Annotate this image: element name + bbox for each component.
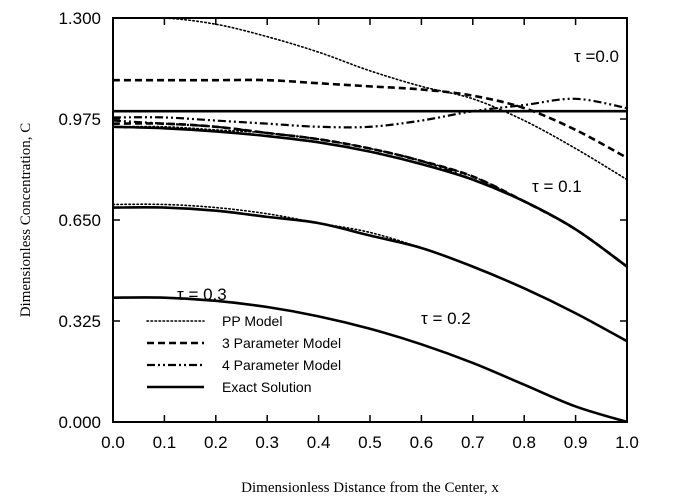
x-tick-label: 0.5 <box>358 433 382 452</box>
series-line-4-parameter-model-tau-0-1 <box>113 119 627 268</box>
y-tick-label: 0.975 <box>58 110 101 129</box>
x-tick-label: 0.0 <box>101 433 125 452</box>
x-tick-label: 0.2 <box>204 433 228 452</box>
series-line-exact-solution-tau-0-2 <box>113 206 627 343</box>
legend: PP Model 3 Parameter Model 4 Parameter Mod… <box>146 313 341 395</box>
x-tick-label: 0.7 <box>461 433 485 452</box>
series-line-pp-model-tau-0-1 <box>113 125 627 268</box>
series-line-3-parameter-model-tau-0-0 <box>113 78 627 159</box>
x-tick-label: 0.4 <box>307 433 331 452</box>
legend-label-pp-model: PP Model <box>222 313 282 329</box>
series-line-pp-model-tau-0-2 <box>113 203 627 342</box>
x-tick-label: 0.1 <box>153 433 177 452</box>
x-tick-label: 1.0 <box>615 433 639 452</box>
y-tick-label: 1.300 <box>58 9 101 28</box>
series-line-pp-model-tau-0-0 <box>113 18 627 181</box>
series-line-exact-solution-tau-0-1 <box>113 125 627 268</box>
y-axis-title: Dimensionless Concentration, C <box>18 123 34 318</box>
tau-annotation: τ = 0.1 <box>532 177 582 196</box>
tau-annotation: τ = 0.2 <box>421 309 471 328</box>
tau-annotation: τ =0.0 <box>574 47 619 66</box>
x-tick-label: 0.6 <box>410 433 434 452</box>
x-tick-label: 0.3 <box>255 433 279 452</box>
series-line-4-parameter-model-tau-0-0 <box>113 97 627 129</box>
y-tick-label: 0.325 <box>58 312 101 331</box>
legend-label-exact-solution: Exact Solution <box>222 379 312 395</box>
y-tick-label: 0.000 <box>58 413 101 432</box>
x-tick-label: 0.8 <box>512 433 536 452</box>
legend-label-4-parameter-model: 4 Parameter Model <box>222 357 341 373</box>
y-tick-label: 0.650 <box>58 211 101 230</box>
series-line-exact-solution-tau-0-3 <box>113 296 627 422</box>
tau-annotation: τ = 0.3 <box>177 285 227 304</box>
x-axis-title: Dimensionless Distance from the Center, … <box>241 480 499 496</box>
legend-label-3-parameter-model: 3 Parameter Model <box>222 335 341 351</box>
plot-frame <box>112 17 628 423</box>
x-tick-label: 0.9 <box>564 433 588 452</box>
